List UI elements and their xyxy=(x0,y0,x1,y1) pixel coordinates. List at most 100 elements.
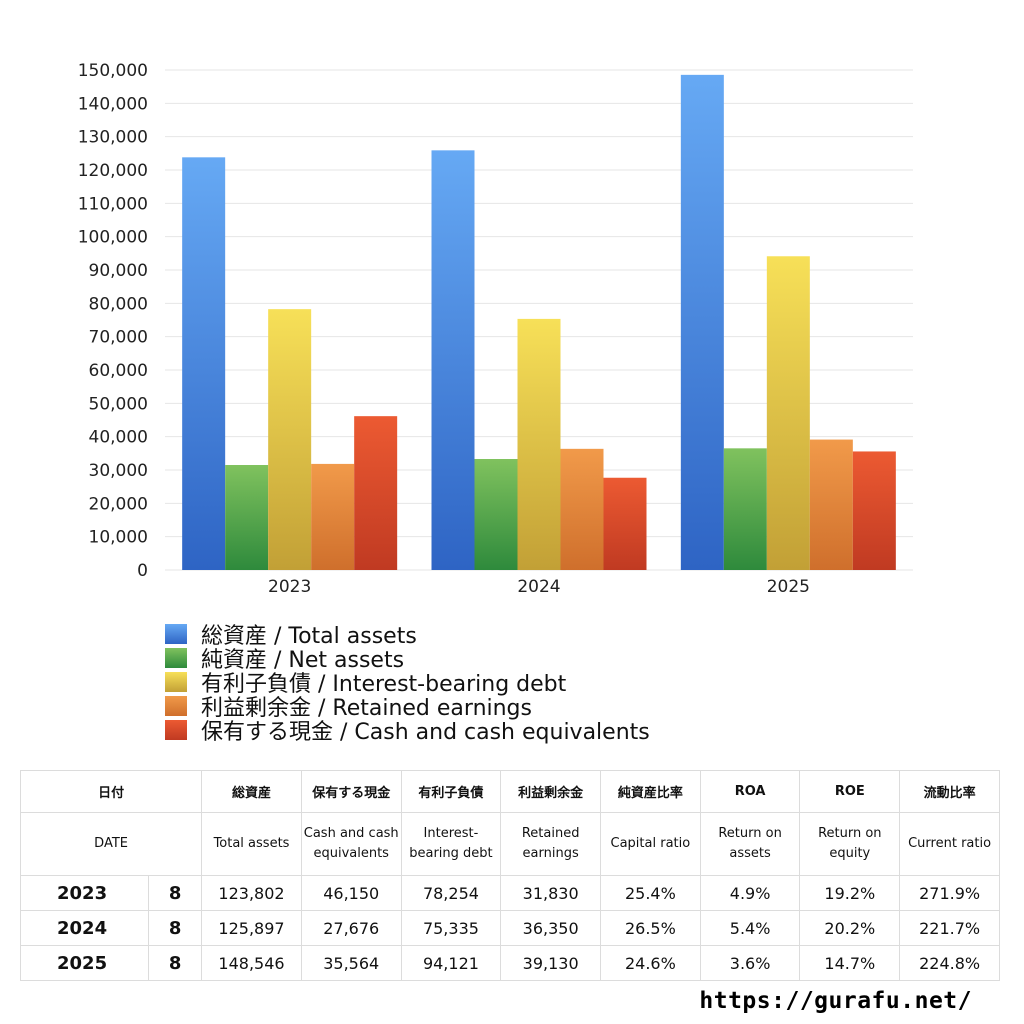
y-tick-label: 80,000 xyxy=(89,294,148,314)
table-header-row-en: DATE Total assets Cash and cash equivale… xyxy=(19,812,1000,876)
legend-swatch xyxy=(165,648,187,668)
row-month: 8 xyxy=(148,910,203,946)
cell-cash: 46,150 xyxy=(300,875,402,911)
y-tick-label: 100,000 xyxy=(78,228,148,248)
table-header-row-jp: 日付 総資産 保有する現金 有利子負債 利益剰余金 純資産比率 ROA ROE … xyxy=(19,770,1000,813)
x-axis-ticks: 2023 2024 2025 xyxy=(268,577,810,597)
cell-total-assets: 125,897 xyxy=(201,910,302,946)
y-tick-label: 40,000 xyxy=(89,428,148,448)
cell-roe: 14.7% xyxy=(799,945,901,981)
legend-item-interest-bearing-debt: 有利子負債 / Interest-bearing debt xyxy=(165,670,650,697)
legend-label: 純資産 / Net assets xyxy=(201,648,405,673)
table-row: 2025 8 148,546 35,564 94,121 39,130 24.6… xyxy=(19,945,1000,981)
table-row: 2024 8 125,897 27,676 75,335 36,350 26.5… xyxy=(19,910,1000,946)
y-tick-label: 0 xyxy=(137,561,148,581)
cell-roa: 4.9% xyxy=(699,875,801,911)
cell-roa: 3.6% xyxy=(699,945,801,981)
cell-retained: 31,830 xyxy=(500,875,602,911)
table-row: 2023 8 123,802 46,150 78,254 31,830 25.4… xyxy=(19,875,1000,911)
bar xyxy=(517,318,561,570)
y-tick-label: 110,000 xyxy=(78,194,148,214)
y-tick-label: 140,000 xyxy=(78,94,148,114)
cell-debt: 94,121 xyxy=(400,945,502,981)
header-retained-en: Retained earnings xyxy=(500,812,602,876)
bar xyxy=(225,465,269,570)
header-total-assets-en: Total assets xyxy=(201,812,302,876)
y-tick-label: 60,000 xyxy=(89,361,148,381)
header-total-assets-jp: 総資産 xyxy=(201,770,302,813)
y-tick-label: 10,000 xyxy=(89,528,148,548)
cell-retained: 36,350 xyxy=(500,910,602,946)
bar xyxy=(311,463,355,570)
legend-swatch xyxy=(165,672,187,692)
y-tick-label: 30,000 xyxy=(89,461,148,481)
legend-label: 総資産 / Total assets xyxy=(201,624,417,649)
x-tick-label: 2023 xyxy=(268,577,311,597)
site-url: https://gurafu.net/ xyxy=(699,988,972,1014)
legend-item-retained-earnings: 利益剰余金 / Retained earnings xyxy=(165,694,650,721)
header-capital-ratio-jp: 純資産比率 xyxy=(600,770,701,813)
bar xyxy=(809,439,853,570)
cell-capital-ratio: 24.6% xyxy=(600,945,701,981)
cell-current-ratio: 271.9% xyxy=(899,875,1000,911)
header-roe-en: Return on equity xyxy=(799,812,901,876)
cell-cash: 27,676 xyxy=(300,910,402,946)
bars xyxy=(182,74,896,571)
legend-item-total-assets: 総資産 / Total assets xyxy=(165,622,650,649)
cell-current-ratio: 221.7% xyxy=(899,910,1000,946)
cell-current-ratio: 224.8% xyxy=(899,945,1000,981)
header-current-ratio-en: Current ratio xyxy=(899,812,1000,876)
x-tick-label: 2024 xyxy=(517,577,560,597)
cell-roa: 5.4% xyxy=(699,910,801,946)
legend-swatch xyxy=(165,624,187,644)
cell-capital-ratio: 26.5% xyxy=(600,910,701,946)
cell-roe: 20.2% xyxy=(799,910,901,946)
header-date-en: DATE xyxy=(19,812,203,876)
bar xyxy=(603,477,647,570)
cell-roe: 19.2% xyxy=(799,875,901,911)
y-tick-label: 120,000 xyxy=(78,161,148,181)
bar xyxy=(766,256,810,570)
legend-item-cash: 保有する現金 / Cash and cash equivalents xyxy=(165,718,650,745)
y-tick-label: 70,000 xyxy=(89,328,148,348)
y-tick-label: 130,000 xyxy=(78,128,148,148)
bar xyxy=(560,448,604,570)
cell-total-assets: 148,546 xyxy=(201,945,302,981)
financial-data-table: 日付 総資産 保有する現金 有利子負債 利益剰余金 純資産比率 ROA ROE … xyxy=(19,770,1000,981)
legend-swatch xyxy=(165,720,187,740)
header-capital-ratio-en: Capital ratio xyxy=(600,812,701,876)
row-year: 2025 xyxy=(19,945,150,981)
cell-debt: 78,254 xyxy=(400,875,502,911)
header-current-ratio-jp: 流動比率 xyxy=(899,770,1000,813)
bar xyxy=(182,157,226,570)
cell-total-assets: 123,802 xyxy=(201,875,302,911)
legend-label: 保有する現金 / Cash and cash equivalents xyxy=(201,720,650,745)
y-tick-label: 20,000 xyxy=(89,494,148,514)
cell-cash: 35,564 xyxy=(300,945,402,981)
legend-item-net-assets: 純資産 / Net assets xyxy=(165,646,650,673)
y-tick-label: 90,000 xyxy=(89,261,148,281)
header-debt-jp: 有利子負債 xyxy=(400,770,502,813)
cell-retained: 39,130 xyxy=(500,945,602,981)
row-month: 8 xyxy=(148,945,203,981)
legend-label: 利益剰余金 / Retained earnings xyxy=(201,696,532,721)
row-year: 2023 xyxy=(19,875,150,911)
cell-debt: 75,335 xyxy=(400,910,502,946)
bar xyxy=(431,150,475,571)
row-year: 2024 xyxy=(19,910,150,946)
y-tick-label: 150,000 xyxy=(78,61,148,81)
x-tick-label: 2025 xyxy=(767,577,810,597)
bar xyxy=(268,309,312,570)
bar xyxy=(723,448,767,570)
header-roa-en: Return on assets xyxy=(699,812,801,876)
legend-label: 有利子負債 / Interest-bearing debt xyxy=(201,672,567,697)
chart-legend: 総資産 / Total assets 純資産 / Net assets 有利子負… xyxy=(165,622,650,745)
header-retained-jp: 利益剰余金 xyxy=(500,770,602,813)
y-axis-ticks: 0 10,000 20,000 30,000 40,000 50,000 60,000 70,… xyxy=(78,61,148,581)
bar xyxy=(474,459,518,570)
header-cash-jp: 保有する現金 xyxy=(300,770,402,813)
header-cash-en: Cash and cash equivalents xyxy=(300,812,402,876)
y-tick-label: 50,000 xyxy=(89,394,148,414)
legend-swatch xyxy=(165,696,187,716)
bar xyxy=(852,451,896,570)
